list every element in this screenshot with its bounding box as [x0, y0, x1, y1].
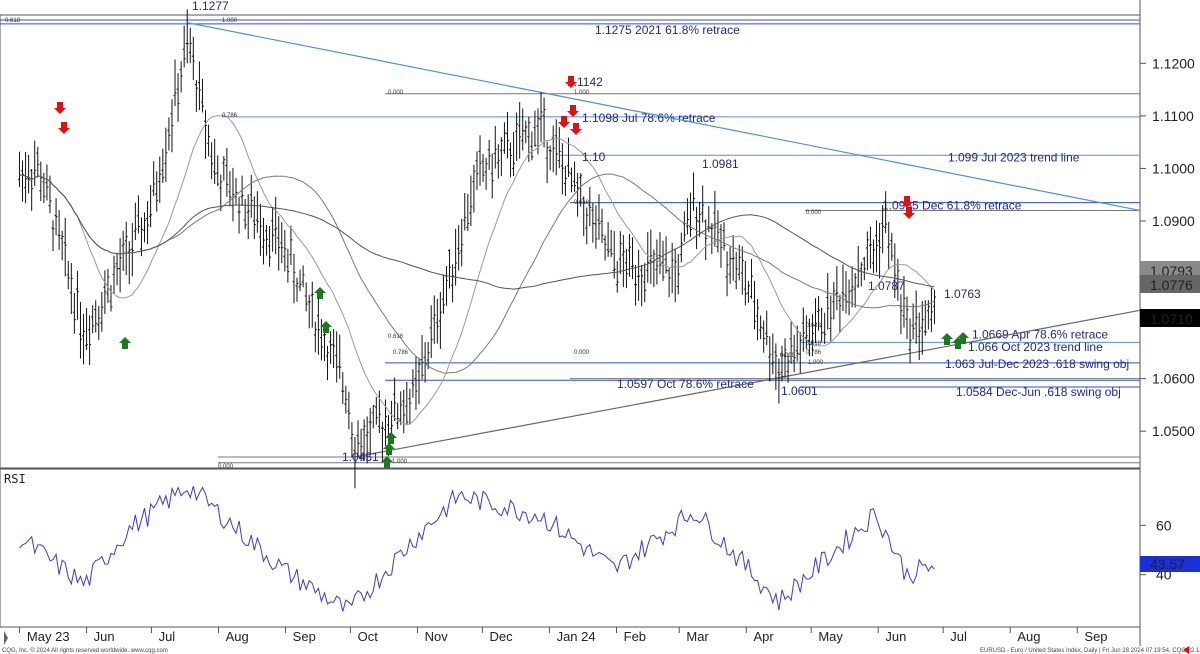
- y-tick-label: 1.0900: [1152, 213, 1195, 229]
- trend-line: [354, 309, 1141, 458]
- ma-mid-line: [19, 173, 935, 374]
- price-badge: [1140, 309, 1200, 327]
- rsi-line: [19, 485, 935, 612]
- x-tick-label: Nov: [425, 629, 449, 644]
- rsi-title: RSI: [4, 472, 26, 486]
- sell-arrow-icon: [570, 123, 582, 135]
- fib-ratio-label: 0.618: [5, 18, 21, 24]
- swing-label: 1.0763: [944, 287, 981, 301]
- swing-label: 1.0451: [342, 450, 379, 464]
- fib-ratio-label: 0.618: [388, 334, 404, 340]
- x-tick-label: Sep: [1084, 629, 1107, 644]
- fib-ratio-label: 0.786: [393, 350, 409, 356]
- fib-ratio-label: 0.618: [806, 323, 822, 329]
- x-tick-label: May: [818, 629, 843, 644]
- buy-arrow-icon: [957, 332, 969, 344]
- level-label: 1.0669 Apr 78.6% retrace: [972, 327, 1108, 341]
- instrument-info: EURUSD - Euro / United States Index, Dai…: [980, 648, 1200, 654]
- fib-ratio-label: 0.000: [780, 353, 796, 359]
- level-label: 1.0935 Dec 61.8% retrace: [882, 199, 1022, 213]
- swing-label: 1.0601: [781, 384, 818, 398]
- price-panel: [0, 14, 1141, 469]
- swing-label: 1.10: [582, 150, 606, 164]
- buy-arrow-icon: [383, 443, 395, 455]
- level-label: 1.0584 Dec-Jun .618 swing obj: [956, 385, 1121, 399]
- copyright-text: CQG, Inc. © 2024 All rights reserved wor…: [2, 647, 168, 654]
- fib-ratio-label: 0.000: [574, 350, 590, 356]
- swing-label: 1.0981: [702, 157, 739, 171]
- fib-ratio-label: 1.000: [392, 459, 408, 465]
- fib-ratio-label: 1.000: [574, 90, 590, 96]
- x-tick-label: Jan 24: [557, 629, 596, 644]
- fib-ratio-label: 0.000: [806, 210, 822, 216]
- sell-arrow-icon: [565, 76, 577, 88]
- sell-arrow-icon: [54, 102, 66, 114]
- buy-arrow-icon: [320, 321, 332, 333]
- price-badge: [1140, 275, 1200, 293]
- level-label: 1.066 Oct 2023 trend line: [968, 340, 1103, 354]
- scroll-handle-icon: [4, 631, 8, 645]
- x-tick-label: Sep: [293, 629, 316, 644]
- swing-label: 1.1277: [192, 0, 229, 13]
- sell-arrow-icon: [58, 122, 70, 134]
- x-tick-label: Dec: [490, 629, 514, 644]
- trend-line: [188, 22, 1141, 212]
- ohlc-bars: [17, 9, 936, 489]
- fib-ratio-label: 0.618: [574, 200, 590, 206]
- fib-ratio-label: 0.000: [780, 353, 796, 359]
- fib-ratio-label: 0.786: [806, 350, 822, 356]
- x-tick-label: Mar: [686, 629, 709, 644]
- fib-ratio-label: 0.000: [218, 464, 234, 470]
- x-tick-label: Feb: [624, 629, 646, 644]
- price-badge: [1140, 261, 1200, 279]
- buy-arrow-icon: [941, 333, 953, 345]
- sell-arrow-icon: [903, 207, 915, 219]
- buy-arrow-icon: [314, 287, 326, 299]
- fib-ratio-label: 0.786: [222, 113, 238, 119]
- x-tick-label: Apr: [753, 629, 774, 644]
- sell-arrow-icon: [558, 116, 570, 128]
- x-tick-label: Jun: [885, 629, 906, 644]
- x-tick-label: Aug: [226, 629, 249, 644]
- buy-arrow-icon: [381, 456, 393, 468]
- swing-label: 1.0787: [868, 279, 905, 293]
- y-tick-label: 1.1200: [1152, 55, 1195, 71]
- x-tick-label: Jun: [94, 629, 115, 644]
- rsi-tick-label: 60: [1156, 517, 1172, 533]
- y-tick-label: 1.1000: [1152, 160, 1195, 176]
- price-badge-label: 1.0710: [1150, 311, 1193, 327]
- price-badge-label: 1.0776: [1150, 277, 1193, 293]
- ma-slow-line: [19, 174, 935, 290]
- fib-ratio-label: 1.000: [222, 18, 238, 24]
- sell-arrow-icon: [567, 105, 579, 117]
- y-tick-label: 1.0600: [1152, 371, 1195, 387]
- scroll-left-icon: [1183, 646, 1189, 654]
- fib-ratio-label: 1.000: [808, 360, 824, 366]
- rsi-value-badge: [1140, 556, 1200, 572]
- y-tick-label: 1.1100: [1152, 108, 1194, 124]
- level-label: 1.063 Jul-Dec 2023 .618 swing obj: [945, 357, 1129, 371]
- y-tick-label: 1.0500: [1152, 423, 1195, 439]
- rsi-value-label: 43.57: [1150, 556, 1185, 572]
- x-tick-label: May 23: [27, 629, 70, 644]
- fib-ratio-label: 0.618: [806, 341, 822, 347]
- x-tick-label: Jul: [950, 629, 967, 644]
- level-label: 1.0597 Oct 78.6% retrace: [617, 377, 754, 391]
- x-tick-label: Jul: [159, 629, 176, 644]
- fib-ratio-label: 0.000: [388, 90, 404, 96]
- x-tick-label: Aug: [1017, 629, 1040, 644]
- x-tick-label: Oct: [358, 629, 379, 644]
- level-label: 1.1098 Jul 78.6% retrace: [582, 111, 716, 125]
- buy-arrow-icon: [119, 337, 131, 349]
- ma-fast-line: [19, 114, 935, 426]
- rsi-panel: [0, 468, 1141, 628]
- sell-arrow-icon: [901, 196, 913, 208]
- level-label: 1.1275 2021 61.8% retrace: [595, 23, 740, 37]
- level-label: 1.099 Jul 2023 trend line: [948, 150, 1080, 164]
- buy-arrow-icon: [385, 432, 397, 444]
- swing-label: 1.1142: [567, 75, 603, 89]
